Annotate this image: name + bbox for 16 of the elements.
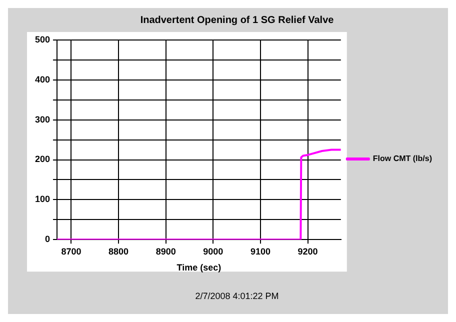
x-tick-label: 9000 (203, 246, 224, 256)
x-tick-label: 8700 (61, 246, 82, 256)
y-tick-label: 500 (34, 34, 50, 44)
text: 2/7/2008 4:01:22 PM (195, 291, 279, 302)
y-tick-label: 300 (34, 114, 50, 124)
x-tick-label: 8900 (156, 246, 176, 256)
y-tick-label: 100 (34, 194, 50, 204)
chart-title: Inadvertent Opening of 1 SG Relief Valve (140, 14, 334, 26)
x-axis-title: Time (sec) (176, 262, 222, 272)
y-tick-label: 0 (45, 234, 50, 244)
x-tick-label: 8800 (108, 246, 129, 256)
x-tick-label: 9100 (250, 246, 270, 256)
legend-label: Flow CMT (lb/s) (372, 154, 432, 164)
y-tick-label: 400 (34, 74, 50, 84)
y-tick-label: 200 (34, 154, 50, 164)
x-tick-label: 9200 (298, 246, 318, 256)
